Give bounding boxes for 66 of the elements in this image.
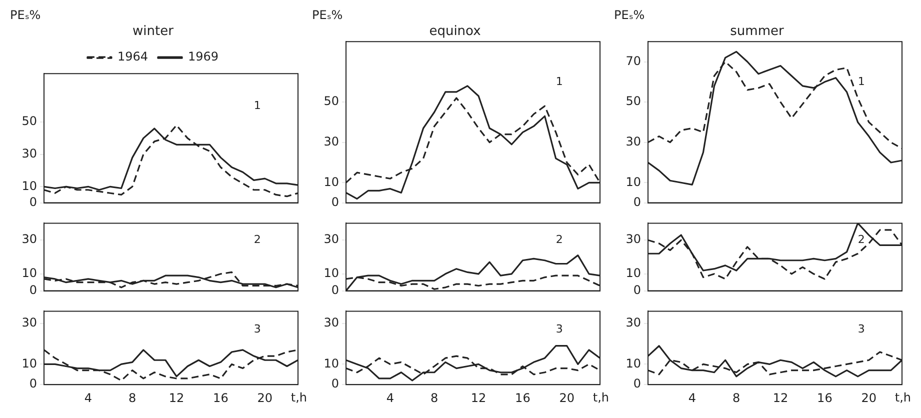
y-tick-label: 10 <box>324 174 339 189</box>
x-tick-label: 8 <box>128 390 136 405</box>
x-tick-label: 20 <box>559 390 575 405</box>
y-tick-label: 70 <box>626 54 641 68</box>
y-tick-label: 0 <box>331 376 339 391</box>
annotation: 2 <box>556 232 563 246</box>
y-tick-label: 10 <box>324 266 339 280</box>
y-tick-label: 0 <box>331 282 339 297</box>
x-axis-title: t,h <box>894 390 911 405</box>
x-tick-label: 20 <box>257 390 273 405</box>
x-tick-label: 16 <box>515 390 530 405</box>
y-tick-label: 10 <box>626 356 641 370</box>
y-tick-label: 0 <box>633 282 641 297</box>
x-tick-label: 20 <box>861 390 877 405</box>
y-tick-label: 10 <box>324 356 339 370</box>
annotation: 3 <box>556 322 563 336</box>
y-tick-label: 10 <box>22 178 37 193</box>
y-tick-label: 10 <box>22 356 37 370</box>
y-tick-label: 30 <box>324 232 339 246</box>
y-tick-label: 50 <box>22 114 37 128</box>
annotation: 3 <box>254 322 261 336</box>
y-axis-title: PEₛ% <box>614 8 645 22</box>
x-tick-label: 16 <box>213 390 228 405</box>
x-tick-label: 12 <box>772 390 788 405</box>
x-tick-label: 4 <box>84 390 92 405</box>
y-tick-label: 50 <box>324 94 339 108</box>
y-tick-label: 30 <box>22 316 37 330</box>
chart-title: winter <box>132 24 174 40</box>
y-axis-title: PEₛ% <box>10 8 41 22</box>
chart-title: equinox <box>429 24 482 40</box>
legend-label: 1969 <box>188 50 219 64</box>
x-tick-label: 16 <box>817 390 832 405</box>
y-tick-label: 0 <box>633 376 641 391</box>
annotation: 1 <box>858 74 865 88</box>
y-tick-label: 30 <box>22 232 37 246</box>
y-tick-label: 30 <box>626 134 641 148</box>
chart-title: summer <box>730 24 784 40</box>
x-tick-label: 12 <box>470 390 486 405</box>
y-tick-label: 0 <box>29 194 37 209</box>
x-tick-label: 8 <box>732 390 740 405</box>
y-tick-label: 30 <box>324 134 339 148</box>
y-tick-label: 50 <box>626 94 641 108</box>
y-tick-label: 30 <box>22 146 37 160</box>
x-tick-label: 12 <box>168 390 184 405</box>
y-tick-label: 0 <box>633 194 641 209</box>
y-axis-title: PEₛ% <box>312 8 343 22</box>
y-tick-label: 10 <box>626 266 641 280</box>
annotation: 2 <box>254 232 261 246</box>
x-tick-label: 4 <box>386 390 394 405</box>
x-tick-label: 8 <box>430 390 438 405</box>
y-tick-label: 30 <box>324 316 339 330</box>
y-tick-label: 30 <box>626 232 641 246</box>
y-tick-label: 0 <box>29 376 37 391</box>
annotation: 1 <box>254 98 261 112</box>
x-tick-label: 4 <box>688 390 696 405</box>
x-axis-title: t,h <box>290 390 307 405</box>
x-axis-title: t,h <box>592 390 609 405</box>
annotation: 1 <box>556 74 563 88</box>
legend-label: 1964 <box>117 50 148 64</box>
annotation: 2 <box>858 232 865 246</box>
y-tick-label: 30 <box>626 316 641 330</box>
y-tick-label: 0 <box>29 282 37 297</box>
y-tick-label: 10 <box>626 174 641 189</box>
y-tick-label: 10 <box>22 266 37 280</box>
y-tick-label: 0 <box>331 194 339 209</box>
annotation: 3 <box>858 322 865 336</box>
